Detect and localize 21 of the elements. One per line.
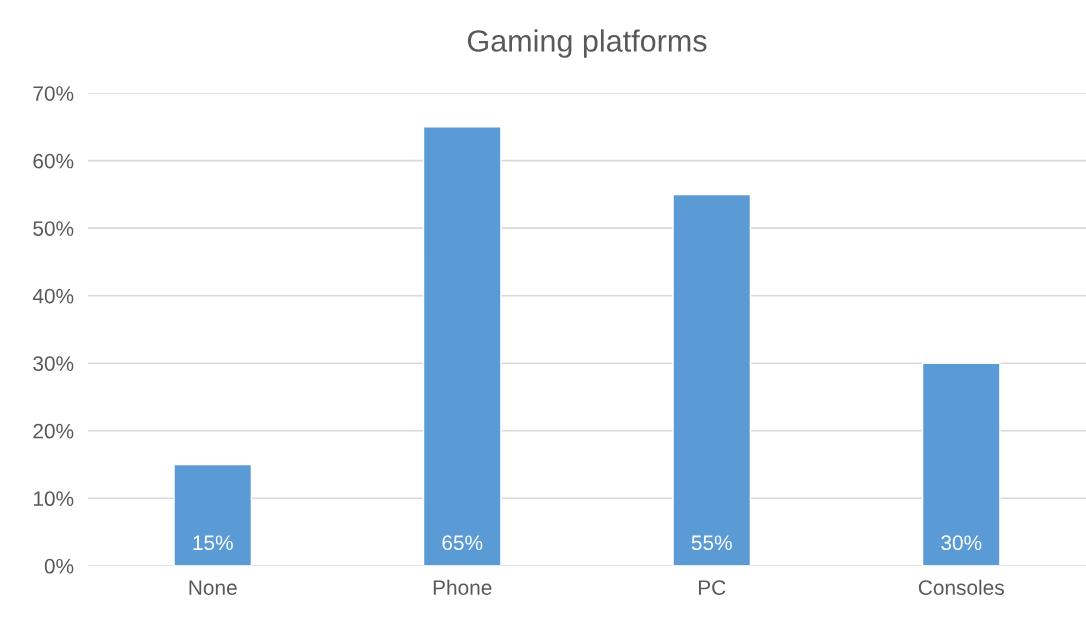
x-tick-label: None bbox=[189, 580, 237, 595]
x-tick-label: Phone bbox=[433, 579, 492, 595]
bar bbox=[173, 463, 253, 566]
data-label: 55% bbox=[691, 535, 732, 551]
y-tick-label: 30% bbox=[33, 356, 74, 371]
y-tick-label: 50% bbox=[33, 221, 74, 236]
chart-title: Gaming platforms bbox=[467, 29, 707, 58]
bar bbox=[422, 126, 502, 566]
y-tick-label: 40% bbox=[32, 288, 74, 304]
data-label: 30% bbox=[941, 535, 982, 551]
bar bbox=[921, 362, 1001, 566]
x-tick-label: Consoles bbox=[918, 579, 1004, 595]
data-label: 65% bbox=[442, 535, 483, 551]
data-label: 15% bbox=[193, 535, 233, 551]
y-tick-label: 10% bbox=[33, 491, 74, 507]
x-tick-label: PC bbox=[698, 580, 726, 595]
y-tick-label: 0% bbox=[44, 558, 74, 574]
bar bbox=[672, 193, 752, 566]
y-tick-label: 70% bbox=[33, 86, 74, 101]
y-tick-label: 20% bbox=[33, 423, 74, 439]
y-tick-label: 60% bbox=[33, 153, 74, 169]
